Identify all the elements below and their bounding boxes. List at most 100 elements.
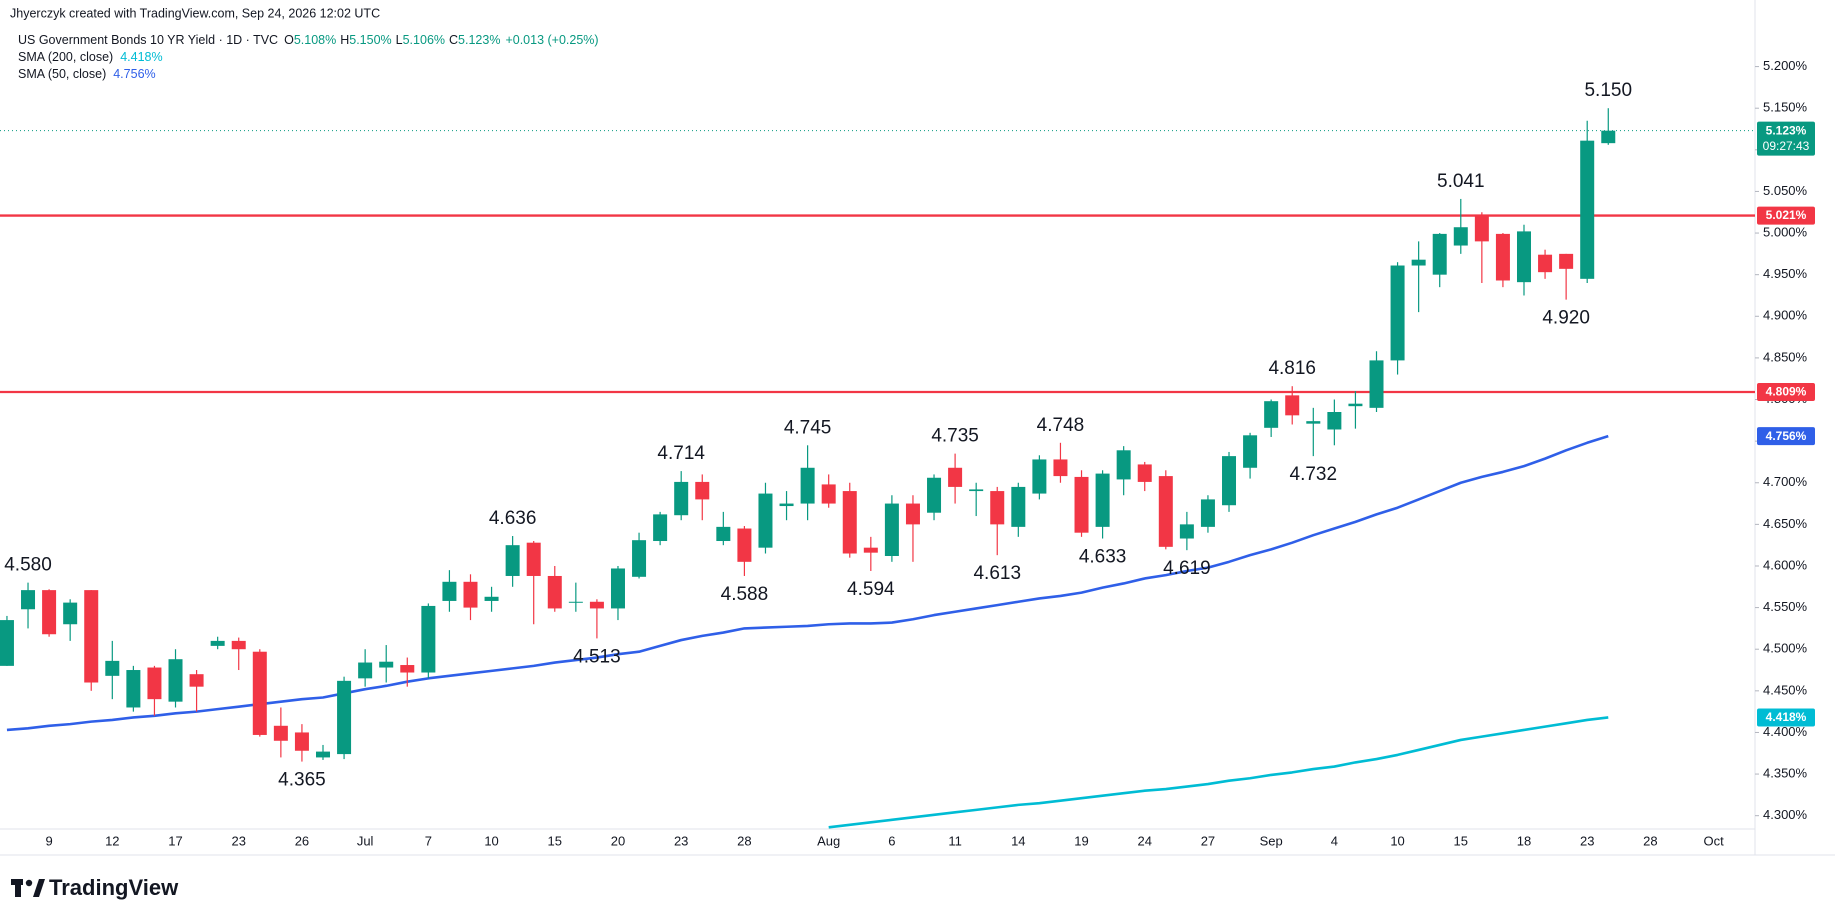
candle-body	[1011, 486, 1026, 527]
x-tick-label: 10	[1390, 833, 1404, 848]
sma-badge-bg	[1757, 427, 1815, 446]
candle-body	[463, 581, 478, 608]
candle-body	[252, 651, 267, 735]
x-tick-label: 7	[425, 833, 432, 848]
x-tick-label: 10	[484, 833, 498, 848]
x-tick-label: 11	[948, 833, 962, 848]
overlay: 5.200%5.150%5.100%5.050%5.000%4.950%4.90…	[1755, 58, 1815, 822]
x-tick-label: Aug	[817, 833, 840, 848]
y-tick-label: 4.550%	[1763, 599, 1808, 614]
candle-body	[1053, 459, 1068, 477]
candle-body	[905, 503, 920, 525]
y-tick-label: 5.150%	[1763, 100, 1808, 115]
y-tick-label: 4.650%	[1763, 516, 1808, 531]
candle-body	[547, 575, 562, 609]
candle-body	[231, 640, 246, 650]
candle-body	[316, 751, 331, 758]
x-tick-label: 18	[1517, 833, 1531, 848]
candle-body	[1179, 524, 1194, 539]
candle-body	[1390, 265, 1405, 361]
candle-body	[1200, 499, 1215, 527]
x-tick-label: 17	[168, 833, 182, 848]
candle-body	[1285, 395, 1300, 416]
candle-body	[126, 670, 141, 708]
candle-body	[1306, 421, 1321, 424]
logo: TradingView	[11, 875, 179, 900]
ohlc-key: O	[284, 33, 294, 47]
candle-body	[632, 540, 647, 577]
candle-body	[400, 665, 415, 673]
x-tick-label: 24	[1137, 833, 1151, 848]
candle-body	[653, 514, 668, 542]
candle-body	[1327, 412, 1342, 430]
symbol-title: US Government Bonds 10 YR Yield · 1D · T…	[18, 33, 278, 47]
ohlc-value: 5.123%	[458, 33, 500, 47]
candle-body	[884, 503, 899, 556]
price-annotation: 4.732	[1290, 464, 1338, 485]
candle-body	[1580, 140, 1595, 279]
candle-body	[1348, 403, 1363, 407]
price-annotation: 4.920	[1542, 308, 1590, 329]
price-annotation: 4.588	[721, 584, 769, 605]
candle-body	[716, 526, 731, 542]
candle-body	[1137, 464, 1152, 482]
sma-line	[828, 716, 1609, 829]
candle-body	[779, 503, 794, 507]
sma-badge-bg	[1757, 708, 1815, 727]
candle-body	[948, 467, 963, 487]
candle-body	[1158, 476, 1173, 547]
candle-body	[421, 605, 436, 673]
y-tick-label: 4.400%	[1763, 724, 1808, 739]
candle-body	[1095, 473, 1110, 527]
candle-body	[927, 477, 942, 513]
candle-body	[1432, 233, 1447, 275]
candle-body	[674, 481, 689, 516]
candle-body	[969, 489, 984, 492]
x-tick-label: 15	[1454, 833, 1468, 848]
candle-body	[990, 491, 1005, 525]
x-tick-label: 9	[45, 833, 52, 848]
x-tick-label: 6	[888, 833, 895, 848]
candle-body	[505, 545, 520, 576]
credit: Jhyerczyk created with TradingView.com, …	[10, 6, 380, 20]
sma-line	[6, 434, 1609, 732]
price-annotation: 4.365	[278, 770, 326, 791]
level-badge-bg	[1757, 206, 1815, 225]
x-tick-label: 14	[1011, 833, 1025, 848]
ohlc-key: L	[396, 33, 403, 47]
last-price-badge-bg	[1757, 121, 1815, 156]
y-tick-label: 4.500%	[1763, 641, 1808, 656]
symbol-legend: US Government Bonds 10 YR Yield · 1D · T…	[18, 33, 599, 47]
price-annotation: 4.745	[784, 417, 832, 438]
price-annotation: 5.150	[1584, 80, 1632, 101]
candle-body	[695, 481, 710, 500]
price-annotation: 4.735	[931, 426, 979, 447]
indicator-legend: SMA (50, close) 4.756%	[18, 67, 156, 81]
candle-body	[1559, 253, 1574, 269]
candle-body	[189, 674, 204, 687]
price-annotation: 4.513	[573, 646, 621, 667]
candle-body	[168, 659, 183, 702]
x-tick-label: 28	[737, 833, 751, 848]
x-tick-label: 20	[611, 833, 625, 848]
candle-body	[800, 467, 815, 504]
candle-body	[1074, 476, 1089, 533]
ohlc-key: C	[449, 33, 458, 47]
x-tick-label: 4	[1331, 833, 1338, 848]
y-tick-label: 4.850%	[1763, 349, 1808, 364]
countdown: 09:27:43	[1763, 139, 1810, 153]
ohlc-value: 5.150%	[349, 33, 391, 47]
plot-area	[0, 108, 1755, 829]
sma-badge: 4.756%	[1766, 429, 1807, 443]
candle-body	[737, 528, 752, 562]
y-tick-label: 4.300%	[1763, 807, 1808, 822]
price-annotation: 4.580	[4, 555, 52, 576]
level-badge: 4.809%	[1766, 385, 1807, 399]
indicator-legend: SMA (200, close) 4.418%	[18, 50, 163, 64]
candle-body	[273, 725, 288, 741]
candle-body	[526, 542, 541, 576]
x-tick-label: 12	[105, 833, 119, 848]
candle-body	[1032, 459, 1047, 494]
candle-body	[63, 602, 78, 625]
